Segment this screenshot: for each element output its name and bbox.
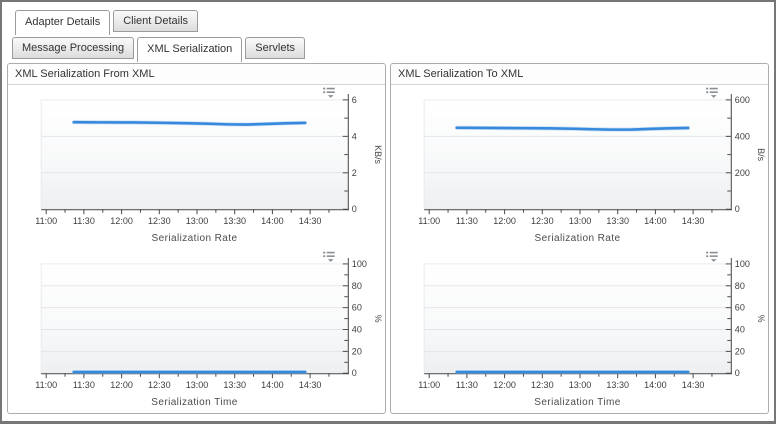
svg-text:14:30: 14:30 [299,216,322,226]
svg-text:11:30: 11:30 [456,380,478,390]
svg-text:13:30: 13:30 [606,216,629,226]
svg-text:%: % [756,315,766,323]
svg-text:Serialization Time: Serialization Time [151,397,238,408]
svg-text:80: 80 [352,281,362,291]
svg-text:13:00: 13:00 [569,380,592,390]
chart-options-icon[interactable] [706,87,718,98]
panel-title: XML Serialization From XML [8,64,385,85]
svg-text:12:30: 12:30 [531,216,554,226]
svg-text:Serialization Time: Serialization Time [534,397,621,408]
tab-adapter-details[interactable]: Adapter Details [15,10,111,35]
svg-text:14:30: 14:30 [682,380,705,390]
svg-text:80: 80 [735,281,745,291]
svg-text:100: 100 [352,259,367,269]
series-line [72,120,307,126]
chart-options-icon[interactable] [706,251,718,262]
svg-text:0: 0 [352,368,357,378]
tab-message-processing[interactable]: Message Processing [12,37,135,59]
panel-title: XML Serialization To XML [391,64,768,85]
plot-area [40,263,349,374]
svg-text:12:30: 12:30 [531,380,554,390]
svg-text:6: 6 [352,95,357,105]
svg-text:600: 600 [735,95,750,105]
svg-text:200: 200 [735,168,750,178]
svg-text:12:00: 12:00 [110,216,133,226]
svg-text:14:00: 14:00 [644,216,667,226]
svg-text:14:30: 14:30 [299,380,322,390]
svg-text:12:00: 12:00 [493,380,516,390]
svg-text:20: 20 [735,346,745,356]
svg-text:13:00: 13:00 [186,216,209,226]
svg-text:11:30: 11:30 [73,216,95,226]
tab-label: Client Details [123,15,189,27]
chart-options-icon[interactable] [323,251,335,262]
tab-label: Message Processing [22,42,125,54]
secondary-tab-bar: Message Processing XML Serialization Ser… [12,34,774,62]
plot-area [423,263,732,374]
svg-text:12:00: 12:00 [493,216,516,226]
svg-text:4: 4 [352,131,357,141]
svg-text:Serialization Rate: Serialization Rate [152,233,238,244]
svg-text:12:00: 12:00 [110,380,133,390]
svg-text:13:30: 13:30 [606,380,629,390]
svg-text:11:30: 11:30 [456,216,478,226]
chart-from-xml-serialization-time: 11:00 11:30 12:00 12:30 13:00 13:30 14:00 14:30… [35,251,383,408]
tab-label: XML Serialization [147,43,233,55]
svg-text:13:30: 13:30 [223,216,246,226]
svg-text:14:00: 14:00 [261,380,284,390]
tab-servlets[interactable]: Servlets [245,37,306,59]
svg-text:60: 60 [352,303,362,313]
plot-area [423,99,732,210]
plot-area [40,99,349,210]
panel-to-xml: XML Serialization To XML 11:00 11:30 12:00… [390,63,769,414]
svg-text:11:00: 11:00 [35,380,57,390]
svg-text:13:30: 13:30 [223,380,246,390]
svg-text:%: % [373,315,383,323]
svg-text:2: 2 [352,168,357,178]
tab-label: Adapter Details [25,16,101,28]
svg-text:40: 40 [735,325,745,335]
svg-text:11:30: 11:30 [73,380,95,390]
svg-text:13:00: 13:00 [186,380,209,390]
svg-text:100: 100 [735,259,750,269]
svg-text:11:00: 11:00 [418,380,440,390]
svg-text:12:30: 12:30 [148,216,171,226]
panel-from-xml: XML Serialization From XML 11:00 11:30 12:… [7,63,386,414]
svg-text:40: 40 [352,325,362,335]
svg-text:0: 0 [735,368,740,378]
svg-text:60: 60 [735,303,745,313]
svg-text:14:00: 14:00 [644,380,667,390]
chart-to-xml-serialization-time: 11:00 11:30 12:00 12:30 13:00 13:30 14:00 14:30… [418,251,766,408]
svg-text:12:30: 12:30 [148,380,171,390]
svg-text:14:30: 14:30 [682,216,705,226]
svg-text:13:00: 13:00 [569,216,592,226]
xml-serialization-content: XML Serialization From XML 11:00 11:30 12:… [7,63,769,414]
chart-to-xml-serialization-rate: 11:00 11:30 12:00 12:30 13:00 13:30 14:00 14:30… [418,87,766,244]
chart-options-icon[interactable] [323,87,335,98]
svg-text:400: 400 [735,131,750,141]
primary-tab-bar: Adapter Details Client Details [15,8,774,35]
series-line [455,126,690,131]
svg-text:11:00: 11:00 [35,216,57,226]
tab-xml-serialization[interactable]: XML Serialization [137,37,243,62]
svg-text:0: 0 [352,204,357,214]
svg-text:20: 20 [352,346,362,356]
svg-text:Serialization Rate: Serialization Rate [535,233,621,244]
svg-text:KB/s: KB/s [373,145,383,164]
svg-text:14:00: 14:00 [261,216,284,226]
svg-text:11:00: 11:00 [418,216,440,226]
svg-text:0: 0 [735,204,740,214]
svg-text:B/s: B/s [756,148,766,161]
tab-client-details[interactable]: Client Details [113,10,199,32]
tab-label: Servlets [255,42,296,54]
chart-from-xml-serialization-rate: 11:00 11:30 12:00 12:30 13:00 13:30 14:00 14:30… [35,87,383,244]
